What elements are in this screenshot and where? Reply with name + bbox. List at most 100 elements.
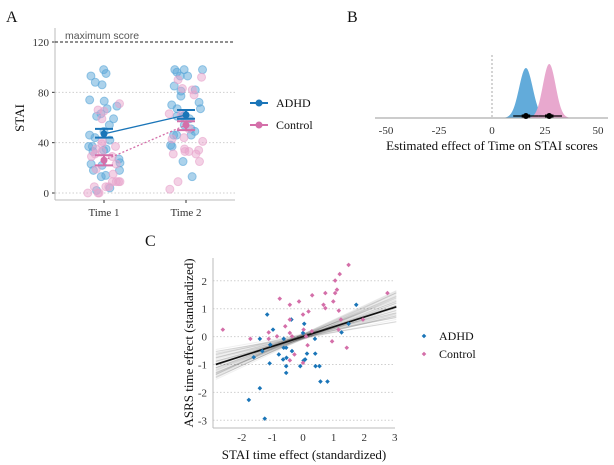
data-point-control [300, 312, 306, 317]
data-point-adhd [183, 71, 193, 81]
x-tick-label: 2 [361, 432, 367, 444]
data-point-adhd [283, 345, 289, 351]
data-point-control [197, 72, 207, 82]
data-point-adhd [187, 172, 197, 182]
data-point-control [303, 334, 309, 339]
legend-label-adhd: ADHD [439, 329, 474, 343]
data-point-adhd [99, 96, 109, 106]
data-point-adhd [283, 363, 289, 369]
y-tick-label: 120 [33, 37, 50, 49]
legend-key-point [255, 121, 263, 129]
data-point-adhd [270, 327, 276, 332]
x-tick-label: 50 [593, 125, 605, 137]
data-point-control [296, 299, 302, 304]
data-point-adhd [318, 379, 323, 384]
data-point-adhd [276, 352, 282, 357]
data-point-control [385, 290, 390, 296]
x-tick-label: Time 2 [170, 207, 201, 219]
data-point-adhd [283, 370, 289, 376]
posterior-fit-line [215, 295, 397, 371]
data-point-control [287, 330, 293, 336]
data-point-control [336, 327, 341, 332]
data-point-control [111, 159, 121, 169]
data-point-control [114, 99, 124, 109]
data-point-adhd [267, 342, 273, 347]
data-point-control [323, 305, 328, 311]
data-point-control [309, 293, 315, 298]
data-point-adhd [257, 336, 263, 342]
posterior-fit-line [215, 292, 397, 375]
data-point-control [344, 345, 350, 351]
data-point-control [330, 299, 336, 304]
data-point-control [220, 327, 226, 332]
data-point-control [97, 114, 107, 124]
data-point-adhd [325, 379, 330, 384]
data-point-adhd [353, 302, 359, 308]
data-point-control [173, 75, 183, 85]
density-adhd [498, 68, 554, 118]
y-tick-label: 1 [202, 304, 208, 316]
y-axis-label: ASRS time effect (standardized) [181, 258, 196, 427]
mean-point [182, 111, 190, 119]
data-point-control [83, 188, 93, 198]
data-point-control [309, 328, 315, 334]
mean-point [100, 156, 108, 164]
data-point-adhd [194, 97, 204, 107]
x-tick-label: -1 [268, 432, 277, 444]
data-point-control [266, 330, 272, 335]
x-tick-label: -25 [432, 125, 447, 137]
interval-point [522, 113, 529, 119]
data-point-control [198, 136, 208, 146]
data-point-adhd [97, 80, 107, 90]
data-point-adhd [86, 71, 96, 81]
x-tick-label: -2 [237, 432, 246, 444]
data-point-adhd [85, 95, 95, 105]
x-axis-label: STAI time effect (standardized) [222, 447, 386, 462]
posterior-fit-line [215, 290, 397, 376]
y-tick-label: -2 [198, 387, 207, 399]
data-point-adhd [280, 357, 286, 362]
mean-line-adhd [103, 114, 187, 135]
posterior-fit-line [215, 292, 397, 374]
y-tick-label: -3 [198, 415, 208, 427]
data-point-control [191, 149, 201, 159]
data-point-control [101, 182, 111, 192]
data-point-control [173, 177, 183, 187]
posterior-fit-line [215, 314, 397, 354]
data-point-control [300, 360, 306, 366]
data-point-adhd [339, 330, 344, 335]
data-point-control [177, 84, 187, 94]
data-point-adhd [246, 397, 252, 403]
data-point-control [94, 188, 104, 198]
data-point-adhd [281, 336, 287, 342]
data-point-control [180, 146, 190, 156]
data-point-control [289, 334, 295, 339]
x-tick-label: 3 [392, 432, 398, 444]
data-point-adhd [317, 363, 322, 369]
data-point-adhd [262, 416, 268, 421]
data-point-control [99, 106, 109, 116]
data-point-adhd [198, 65, 208, 75]
data-point-control [189, 90, 199, 100]
data-point-control [266, 336, 272, 342]
data-point-adhd [304, 351, 310, 356]
y-tick-label: 0 [202, 332, 208, 344]
y-tick-label: 0 [44, 188, 50, 200]
posterior-fit-line [215, 299, 397, 369]
legend-key-point [255, 99, 263, 107]
data-point-adhd [260, 348, 265, 354]
data-point-control [194, 157, 204, 167]
data-point-adhd [289, 348, 295, 354]
legend-key [421, 351, 427, 357]
data-point-control [282, 323, 288, 329]
data-point-adhd [251, 354, 257, 360]
data-point-adhd [312, 351, 318, 356]
posterior-fit-line [215, 317, 397, 351]
density-control [523, 64, 575, 118]
data-point-control [287, 302, 293, 308]
data-point-control [108, 169, 118, 179]
x-tick-label: 1 [331, 432, 337, 444]
legend-key [421, 333, 427, 339]
data-point-adhd [313, 363, 318, 369]
